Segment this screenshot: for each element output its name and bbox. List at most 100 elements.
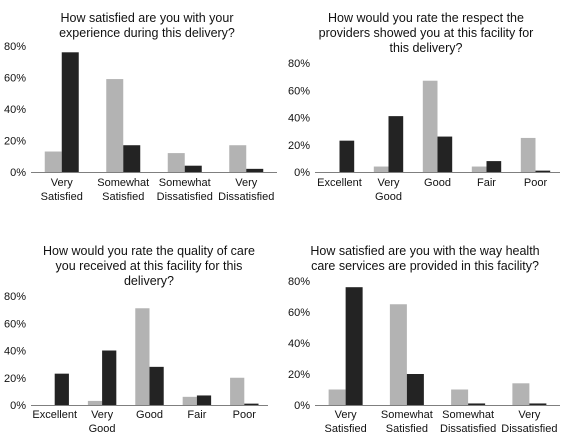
chart-title-line: How satisfied are you with the way healt… (310, 244, 539, 258)
bar-series-1 (373, 166, 389, 172)
x-category-label-line: Dissatisfied (501, 423, 557, 435)
x-category-label-line: Good (89, 423, 116, 435)
chart-title-line: How would you rate the respect the (328, 11, 524, 25)
y-tick-label: 20% (288, 369, 310, 381)
bar-series-2 (339, 140, 355, 172)
y-tick-label: 40% (4, 104, 26, 116)
chart-title-line: this delivery? (390, 41, 463, 55)
bar-series-2 (406, 374, 424, 405)
bar-series-1 (44, 151, 62, 172)
x-category-label: Poor (233, 409, 257, 421)
x-category-label: Fair (187, 409, 206, 421)
y-tick-label: 80% (4, 291, 26, 303)
bar-series-1 (87, 400, 103, 405)
x-category-label-line: Satisfied (325, 423, 367, 435)
x-category-label-line: Dissatisfied (440, 423, 496, 435)
x-category-label-line: Poor (524, 177, 548, 189)
bar-series-1 (471, 166, 487, 172)
bar-series-2 (244, 403, 259, 405)
x-category-label: Very Satisfied (41, 177, 83, 203)
bar-series-1 (230, 377, 245, 405)
x-category-label: Fair (477, 177, 496, 189)
y-tick-label: 20% (288, 140, 310, 152)
bar-series-2 (388, 116, 404, 172)
chart-title-line: care services are provided in this facil… (311, 259, 539, 273)
chart-title: How satisfied are you with your experienc… (59, 11, 235, 40)
bar-series-2 (102, 350, 117, 405)
x-category-label-line: Excellent (317, 177, 362, 189)
bar-series-1 (182, 396, 197, 405)
x-category-label-line: Good (136, 409, 163, 421)
bar-series-1 (389, 304, 407, 405)
x-category-label: Excellent (32, 409, 77, 421)
x-category-label-line: Somewhat (442, 409, 494, 421)
x-category-label: Poor (524, 177, 548, 189)
bar-series-2 (246, 168, 264, 172)
x-category-label-line: Dissatisfied (157, 191, 213, 203)
x-category-label: Somewhat Satisfied (381, 409, 433, 435)
x-category-label-line: Somewhat (381, 409, 433, 421)
bar-series-1 (451, 389, 469, 405)
y-tick-label: 20% (4, 373, 26, 385)
chart-title-line: How satisfied are you with your (61, 11, 234, 25)
y-tick-label: 0% (10, 167, 26, 179)
chart-panel-2: How would you rate the respect the provid… (288, 11, 560, 203)
x-category-label-line: Very (51, 177, 74, 189)
y-tick-label: 60% (288, 85, 310, 97)
x-category-label: Very Good (375, 177, 402, 203)
y-tick-label: 0% (10, 400, 26, 412)
y-tick-label: 80% (288, 58, 310, 70)
x-category-label: Very Dissatisfied (218, 177, 274, 203)
y-tick-label: 40% (288, 338, 310, 350)
chart-title: How would you rate the respect the provid… (319, 11, 534, 55)
y-tick-label: 60% (4, 318, 26, 330)
x-category-label-line: Poor (233, 409, 257, 421)
chart-panel-4: How satisfied are you with the way healt… (288, 244, 560, 435)
bar-series-2 (149, 366, 164, 405)
bar-series-1 (167, 153, 185, 172)
x-category-label-line: Good (424, 177, 451, 189)
chart-title: How satisfied are you with the way healt… (310, 244, 539, 273)
x-category-label: Somewhat Dissatisfied (440, 409, 496, 435)
x-category-label-line: Very (235, 177, 258, 189)
bar-series-1 (520, 137, 536, 172)
bar-series-2 (529, 403, 547, 405)
x-category-label: Somewhat Satisfied (97, 177, 149, 203)
x-category-label-line: Fair (187, 409, 206, 421)
x-category-label: Very Satisfied (325, 409, 367, 435)
bar-series-1 (135, 308, 150, 405)
bar-series-2 (535, 170, 551, 172)
y-tick-label: 80% (4, 41, 26, 53)
x-category-label-line: Excellent (32, 409, 77, 421)
bar-series-2 (123, 145, 141, 172)
x-category-label-line: Very (377, 177, 400, 189)
x-category-label-line: Dissatisfied (218, 191, 274, 203)
bar-series-2 (61, 52, 79, 172)
bar-series-1 (229, 145, 247, 172)
x-category-label: Very Good (89, 409, 116, 435)
x-category-label: Somewhat Dissatisfied (157, 177, 213, 203)
chart-title-line: delivery? (124, 274, 174, 288)
bar-series-1 (512, 383, 530, 405)
bar-series-1 (106, 79, 124, 172)
y-tick-label: 40% (288, 113, 310, 125)
x-category-label-line: Very (518, 409, 541, 421)
x-category-label: Good (424, 177, 451, 189)
x-category-label-line: Satisfied (102, 191, 144, 203)
chart-title-line: How would you rate the quality of care (43, 244, 255, 258)
chart-title: How would you rate the quality of care yo… (43, 244, 255, 288)
y-tick-label: 80% (288, 276, 310, 288)
bar-series-2 (54, 373, 69, 405)
x-category-label-line: Fair (477, 177, 496, 189)
chart-panel-3: How would you rate the quality of care yo… (4, 244, 268, 435)
y-tick-label: 0% (294, 400, 310, 412)
bar-series-2 (468, 403, 486, 405)
y-tick-label: 0% (294, 167, 310, 179)
bar-series-1 (328, 389, 346, 405)
y-tick-label: 60% (288, 307, 310, 319)
bar-series-2 (184, 165, 202, 172)
y-tick-label: 60% (4, 73, 26, 85)
x-category-label-line: Very (91, 409, 114, 421)
bar-series-2 (345, 287, 363, 405)
